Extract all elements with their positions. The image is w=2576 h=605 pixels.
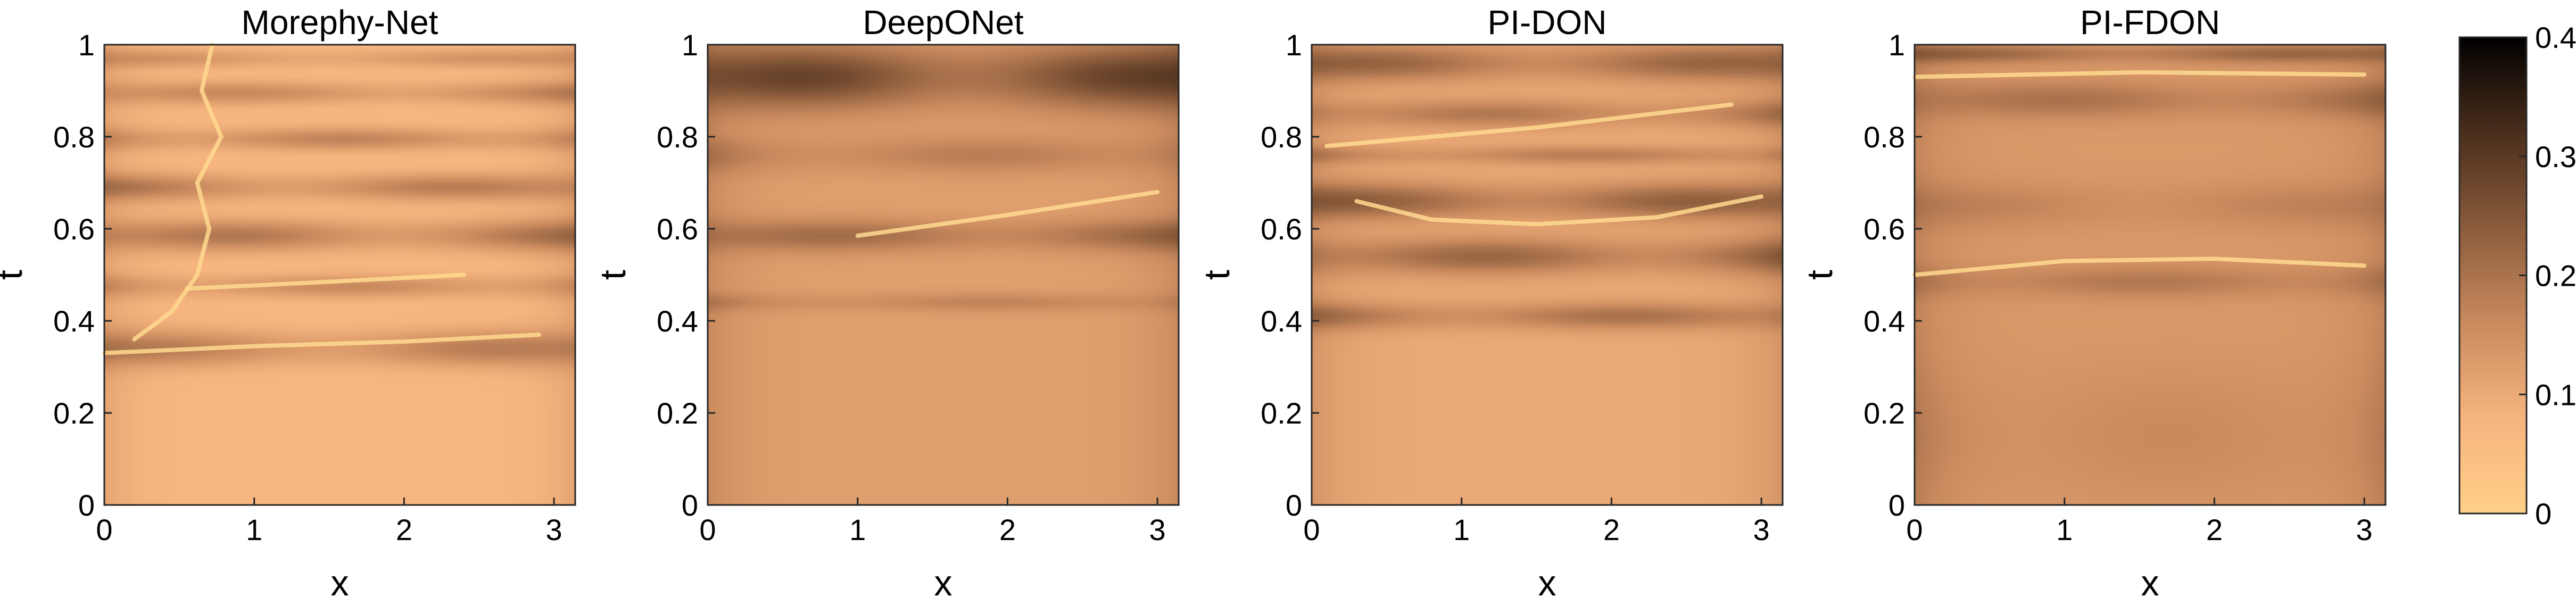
panel-4-axes-box [1914,44,2387,506]
panel-4-ytick-label: 0.4 [1863,304,1905,338]
panel-2-xlabel: x [934,563,952,603]
panel-1-streak-3 [132,43,223,342]
panel-3-xtick-label: 3 [1753,513,1770,546]
panel-2-ylabel: t [593,270,633,280]
panel-4-title: PI-FDON [2080,3,2220,42]
panel-1-title: Morephy-Net [242,3,438,42]
panel-4-xlabel: x [2141,563,2159,603]
panel-4-xtick-label: 1 [2056,513,2073,546]
panel-3-xlabel: x [1538,563,1556,603]
panel-3-streak-1 [1324,102,1734,148]
panel-4-streak-1 [1912,256,2367,277]
panel-2-ytick-label: 0.6 [657,212,698,246]
panel-3-ylabel: t [1197,270,1237,280]
panel-4-ytick-label: 1 [1888,28,1905,62]
panel-1-ytick-label: 0.2 [53,396,95,430]
panel-3-xtick-label: 1 [1453,513,1470,546]
panel-2-ytick-label: 0 [682,488,698,522]
panel-4-ytick-label: 0.6 [1863,212,1905,246]
panel-2-ytick-label: 0.8 [657,120,698,154]
panel-3-ytick-label: 0.2 [1261,396,1302,430]
panel-2-title: DeepONet [863,3,1024,42]
panel-2-xtick-label: 1 [849,513,866,546]
panel-3-ytick-label: 0 [1286,488,1302,522]
colorbar-tick-label: 0.2 [2535,259,2576,293]
panel-2: 0 1 2 3 0 0.2 0.4 0.6 0.8 1 DeepONet x t [593,3,1180,603]
panel-3-ytick-label: 0.8 [1261,120,1302,154]
panel-4-heatmap-image [1915,45,2386,505]
panel-1-ytick-label: 0.4 [53,304,95,338]
panel-4-ytick-label: 0.2 [1863,396,1905,430]
panel-4-streak-2 [1912,70,2367,79]
panel-2-ytick-label: 0.4 [657,304,698,338]
panel-3-axes-box [1311,44,1784,506]
panel-2-xtick-label: 0 [699,513,716,546]
panel-4-xtick-label: 0 [1906,513,1923,546]
panel-1: 0 1 2 3 0 0.2 0.4 0.6 0.8 1 Morephy-Net x t [0,3,576,603]
panel-4-xtick-label: 3 [2356,513,2373,546]
panel-3: 0 1 2 3 0 0.2 0.4 0.6 0.8 1 PI-DON x t [1197,3,1784,603]
panel-2-ytick-label: 1 [682,28,698,62]
panel-1-ytick-label: 1 [78,28,95,62]
panel-2-ytick-label: 0.2 [657,396,698,430]
panel-3-ytick-label: 1 [1286,28,1302,62]
panel-2-axes-box [707,44,1180,506]
panel-4-ytick-label: 0.8 [1863,120,1905,154]
panel-2-xtick-label: 3 [1149,513,1166,546]
panel-1-streak-2 [184,272,467,291]
panel-1-xlabel: x [331,563,349,603]
panel-4: 0 1 2 3 0 0.2 0.4 0.6 0.8 1 PI-FDON x t [1800,3,2387,603]
panel-4-ytick-label: 0 [1888,488,1905,522]
panel-1-xtick-label: 0 [96,513,112,546]
panel-3-xtick-label: 0 [1303,513,1320,546]
panel-4-xtick-label: 2 [2206,513,2223,546]
panel-2-streak-1 [855,189,1160,238]
panel-2-heatmap-image [708,45,1179,505]
colorbar: 0 0.1 0.2 0.3 0.4 [2458,21,2576,531]
panel-3-ytick-label: 0.4 [1261,304,1302,338]
panel-1-ytick-label: 0.6 [53,212,95,246]
panel-1-heatmap-image [104,45,575,505]
colorbar-tick-label: 0.3 [2535,140,2576,173]
colorbar-tick-label: 0.4 [2535,21,2576,54]
panel-3-heatmap-image [1312,45,1783,505]
panel-3-title: PI-DON [1488,3,1607,42]
panel-2-xtick-label: 2 [999,513,1016,546]
panel-4-ylabel: t [1800,270,1840,280]
panel-1-xtick-label: 1 [246,513,262,546]
panel-1-ylabel: t [0,270,30,280]
panel-1-axes-box [103,44,576,506]
panel-3-xtick-label: 2 [1603,513,1620,546]
colorbar-scale [2458,36,2528,515]
panel-1-ytick-label: 0 [78,488,95,522]
panel-1-xtick-label: 3 [546,513,562,546]
colorbar-tick-label: 0.1 [2535,378,2576,411]
colorbar-tick-label: 0 [2535,497,2552,531]
panel-3-streak-2 [1354,194,1764,227]
panel-1-ytick-label: 0.8 [53,120,95,154]
panel-1-streak-1 [102,333,541,355]
panel-1-xtick-label: 2 [396,513,412,546]
panel-3-ytick-label: 0.6 [1261,212,1302,246]
